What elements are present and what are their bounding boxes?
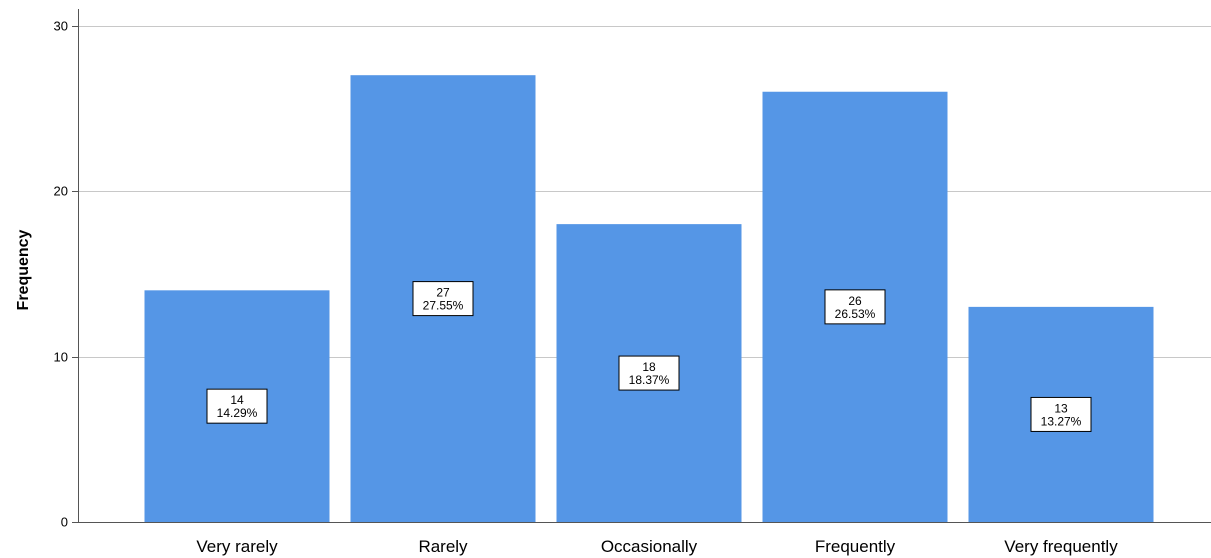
y-tick-label: 20 — [54, 184, 68, 199]
data-label-percent: 27.55% — [423, 299, 464, 313]
x-category-labels: Very rarely Rarely Occasionally Frequently V… — [196, 537, 1118, 556]
data-label-box — [206, 388, 268, 424]
bars — [144, 75, 1154, 523]
x-category-label: Rarely — [418, 537, 468, 556]
data-label-count: 13 — [1054, 401, 1068, 415]
y-tick-label: 30 — [54, 19, 68, 34]
data-label-count: 27 — [436, 286, 450, 300]
data-label-percent: 13.27% — [1041, 414, 1082, 428]
x-category-label: Very rarely — [196, 537, 278, 556]
y-axis-title: Frequency — [15, 229, 32, 310]
y-tick-label: 0 — [61, 515, 68, 530]
x-category-label: Frequently — [815, 537, 896, 556]
x-category-label: Very frequently — [1004, 537, 1118, 556]
data-label-box — [1030, 396, 1092, 432]
data-label-box — [412, 281, 474, 317]
data-label-count: 26 — [848, 294, 862, 308]
data-label-count: 14 — [230, 393, 244, 407]
data-label-percent: 14.29% — [217, 406, 258, 420]
y-tick-label: 10 — [54, 350, 68, 365]
axes — [72, 9, 1211, 523]
x-category-label: Occasionally — [601, 537, 698, 556]
y-tick-labels: 0 10 20 30 — [54, 19, 68, 530]
data-label-percent: 18.37% — [629, 373, 670, 387]
data-label-percent: 26.53% — [835, 307, 876, 321]
data-label-box — [824, 289, 886, 325]
data-label-count: 18 — [642, 360, 656, 374]
data-label-box — [618, 355, 680, 391]
